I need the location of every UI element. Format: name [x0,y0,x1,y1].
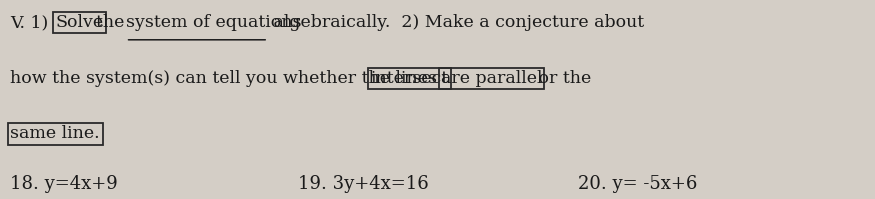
Text: Solve: Solve [55,14,103,31]
Text: the: the [95,14,130,31]
Text: 18. y=4x+9: 18. y=4x+9 [10,175,118,193]
Text: system of equations: system of equations [126,14,301,31]
Text: algebraically.  2) Make a conjecture about: algebraically. 2) Make a conjecture abou… [268,14,644,31]
Text: 19. 3y+4x=16: 19. 3y+4x=16 [298,175,428,193]
Text: how the system(s) can tell you whether the lines: how the system(s) can tell you whether t… [10,70,438,87]
Text: V. 1): V. 1) [10,14,54,31]
Text: 20. y= -5x+6: 20. y= -5x+6 [578,175,696,193]
Text: or the: or the [533,70,592,87]
Text: are parallel: are parallel [441,70,542,87]
Text: same line.: same line. [10,125,100,142]
Text: intersect: intersect [370,70,449,87]
